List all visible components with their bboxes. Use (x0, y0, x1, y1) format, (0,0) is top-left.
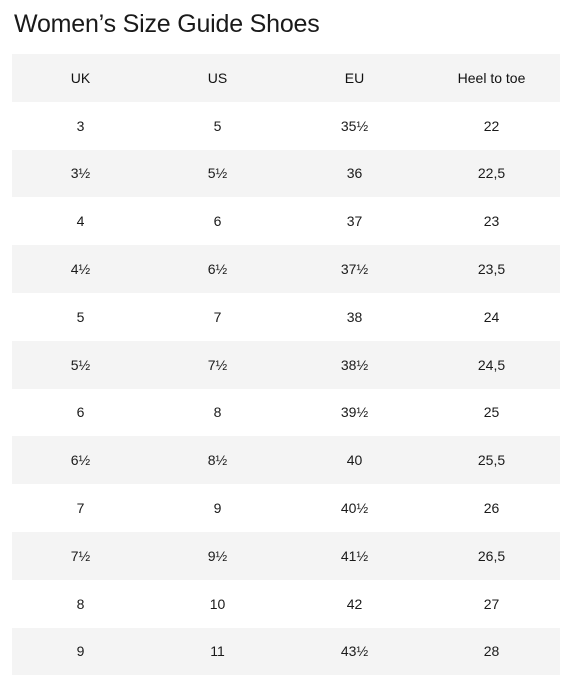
cell-eu: 38 (346, 308, 363, 325)
table-row: 5 7 38 24 (12, 293, 560, 341)
cell-eu: 36 (346, 165, 363, 182)
cell-heel-to-toe: 23,5 (477, 261, 506, 278)
cell-uk: 6 (76, 404, 85, 421)
column-header-uk: UK (70, 69, 91, 86)
cell-heel-to-toe: 23 (483, 213, 500, 230)
cell-eu: 40 (346, 452, 363, 469)
page-title: Women’s Size Guide Shoes (14, 10, 320, 38)
cell-us: 8 (213, 404, 222, 421)
cell-eu: 35½ (340, 117, 369, 134)
cell-heel-to-toe: 25,5 (477, 452, 506, 469)
cell-eu: 37 (346, 213, 363, 230)
cell-us: 9 (213, 500, 222, 517)
cell-uk: 7 (76, 500, 85, 517)
cell-eu: 37½ (340, 261, 369, 278)
cell-uk: 3 (76, 117, 85, 134)
table-row: 5½ 7½ 38½ 24,5 (12, 340, 560, 389)
table-row: 6½ 8½ 40 25,5 (12, 436, 560, 485)
cell-uk: 6½ (70, 452, 91, 469)
cell-eu: 42 (346, 595, 363, 612)
table-row: 3½ 5½ 36 22,5 (12, 149, 560, 198)
cell-heel-to-toe: 24 (483, 308, 500, 325)
column-header-us: US (207, 69, 228, 86)
cell-heel-to-toe: 24,5 (477, 356, 506, 373)
column-header-eu: EU (344, 69, 365, 86)
cell-us: 6½ (207, 261, 228, 278)
cell-eu: 41½ (340, 547, 369, 564)
cell-heel-to-toe: 28 (483, 643, 500, 660)
cell-us: 7½ (207, 356, 228, 373)
cell-us: 11 (210, 643, 225, 660)
cell-heel-to-toe: 26 (483, 500, 500, 517)
cell-uk: 4½ (70, 261, 91, 278)
table-row: 4½ 6½ 37½ 23,5 (12, 245, 560, 293)
cell-us: 5 (213, 117, 222, 134)
cell-us: 8½ (207, 452, 228, 469)
cell-us: 9½ (207, 547, 228, 564)
cell-us: 5½ (207, 165, 228, 182)
cell-heel-to-toe: 22 (483, 117, 500, 134)
table-row: 6 8 39½ 25 (12, 389, 560, 437)
column-header-heel-to-toe: Heel to toe (457, 69, 526, 86)
cell-us: 6 (213, 213, 222, 230)
cell-eu: 39½ (340, 404, 369, 421)
cell-heel-to-toe: 27 (483, 595, 500, 612)
cell-eu: 38½ (340, 356, 369, 373)
cell-eu: 40½ (340, 500, 369, 517)
table-row: 7½ 9½ 41½ 26,5 (12, 531, 560, 580)
cell-uk: 5 (76, 308, 85, 325)
table-row: 8 10 42 27 (12, 580, 560, 628)
cell-uk: 3½ (70, 165, 91, 182)
cell-uk: 9 (76, 643, 85, 660)
cell-us: 10 (209, 595, 226, 612)
cell-heel-to-toe: 26,5 (477, 547, 506, 564)
table-header-row: UK US EU Heel to toe (12, 54, 560, 102)
cell-us: 7 (213, 308, 222, 325)
cell-uk: 5½ (70, 356, 91, 373)
cell-heel-to-toe: 25 (483, 404, 500, 421)
cell-eu: 43½ (340, 643, 369, 660)
cell-uk: 7½ (70, 547, 91, 564)
cell-heel-to-toe: 22,5 (477, 165, 506, 182)
table-row: 4 6 37 23 (12, 197, 560, 245)
table-row: 7 9 40½ 26 (12, 484, 560, 532)
table-row: 9 11 43½ 28 (12, 627, 560, 676)
cell-uk: 4 (76, 213, 85, 230)
cell-uk: 8 (76, 595, 85, 612)
size-table: UK US EU Heel to toe 3 5 35½ 22 3½ 5½ 36… (12, 54, 560, 676)
table-row: 3 5 35½ 22 (12, 102, 560, 150)
